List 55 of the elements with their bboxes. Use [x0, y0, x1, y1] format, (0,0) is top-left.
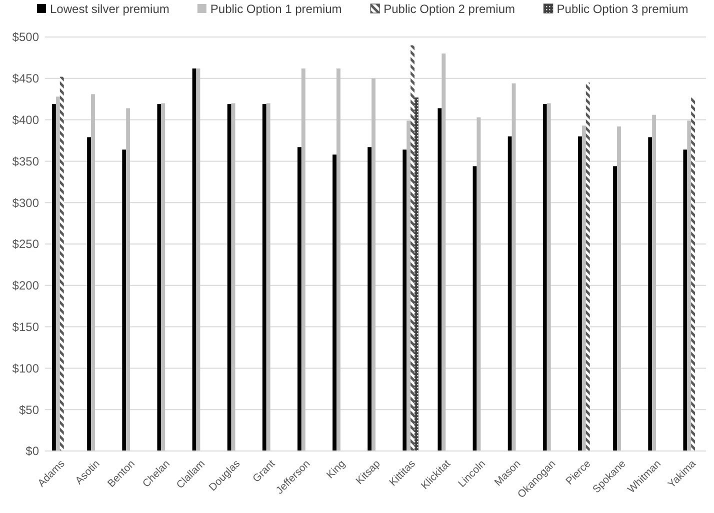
y-tick-label: $150 [12, 320, 40, 334]
bar [91, 94, 95, 451]
bar [122, 150, 126, 451]
bar [586, 82, 590, 451]
bar [402, 150, 407, 451]
y-tick-label: $250 [12, 237, 40, 252]
bar [691, 97, 696, 451]
bar [438, 108, 442, 451]
bar [472, 166, 477, 451]
legend-label: Lowest silver premium [50, 2, 170, 16]
bar [266, 103, 270, 451]
y-tick-label: $300 [12, 196, 40, 210]
legend-label: Public Option 2 premium [384, 2, 515, 16]
y-tick-label: $50 [18, 402, 40, 417]
bar [372, 78, 376, 451]
legend-label: Public Option 3 premium [556, 2, 688, 16]
bar [414, 97, 418, 451]
bar [410, 45, 415, 451]
bar [52, 104, 56, 451]
bar [508, 136, 512, 451]
y-tick-label: $400 [12, 113, 40, 127]
bar [157, 104, 162, 451]
bar [442, 54, 446, 451]
bar [332, 154, 336, 451]
bar [546, 103, 551, 451]
bar [297, 147, 302, 451]
bar [542, 104, 547, 451]
y-tick-label: $200 [12, 278, 40, 293]
bar [126, 108, 130, 451]
bar [87, 137, 92, 451]
y-tick-label: $350 [12, 154, 40, 168]
y-tick-label: $0 [26, 444, 40, 458]
bar [648, 137, 652, 451]
bar [161, 103, 166, 451]
bar [613, 166, 618, 451]
y-tick-label: $100 [12, 361, 40, 376]
bar [582, 126, 586, 451]
y-tick-label: $450 [12, 72, 40, 86]
bar [652, 114, 656, 451]
bar [56, 96, 60, 451]
bar [578, 136, 582, 451]
y-tick-label: $500 [12, 30, 40, 44]
bar [60, 76, 64, 451]
bar [262, 104, 266, 451]
bar [336, 68, 340, 451]
bar [617, 126, 621, 451]
bar [406, 120, 411, 451]
legend-label: Public Option 1 premium [210, 2, 342, 16]
bar [227, 104, 232, 451]
bar [683, 150, 688, 451]
bar [512, 83, 516, 451]
bar [687, 120, 692, 451]
bar [301, 68, 306, 451]
bar [368, 147, 372, 451]
bar [196, 68, 200, 451]
